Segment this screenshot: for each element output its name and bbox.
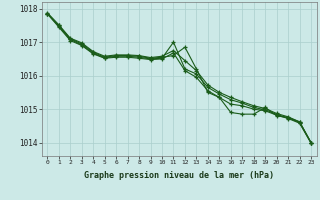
X-axis label: Graphe pression niveau de la mer (hPa): Graphe pression niveau de la mer (hPa) <box>84 171 274 180</box>
